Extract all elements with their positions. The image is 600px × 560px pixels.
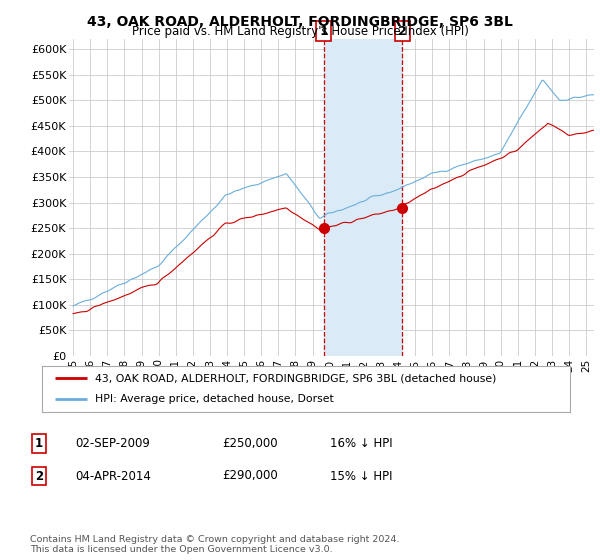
Bar bbox=[324, 39, 403, 356]
Text: 15% ↓ HPI: 15% ↓ HPI bbox=[330, 469, 392, 483]
Text: 1: 1 bbox=[320, 25, 328, 38]
Text: Price paid vs. HM Land Registry's House Price Index (HPI): Price paid vs. HM Land Registry's House … bbox=[131, 25, 469, 38]
Text: 02-SEP-2009: 02-SEP-2009 bbox=[75, 437, 150, 450]
Text: HPI: Average price, detached house, Dorset: HPI: Average price, detached house, Dors… bbox=[95, 394, 334, 404]
Text: 1: 1 bbox=[35, 437, 43, 450]
Text: £290,000: £290,000 bbox=[222, 469, 278, 483]
Text: 16% ↓ HPI: 16% ↓ HPI bbox=[330, 437, 392, 450]
Text: 43, OAK ROAD, ALDERHOLT, FORDINGBRIDGE, SP6 3BL (detached house): 43, OAK ROAD, ALDERHOLT, FORDINGBRIDGE, … bbox=[95, 373, 496, 383]
Text: 2: 2 bbox=[35, 469, 43, 483]
Text: 43, OAK ROAD, ALDERHOLT, FORDINGBRIDGE, SP6 3BL: 43, OAK ROAD, ALDERHOLT, FORDINGBRIDGE, … bbox=[87, 15, 513, 29]
Text: £250,000: £250,000 bbox=[222, 437, 278, 450]
Text: Contains HM Land Registry data © Crown copyright and database right 2024.
This d: Contains HM Land Registry data © Crown c… bbox=[30, 535, 400, 554]
Text: 04-APR-2014: 04-APR-2014 bbox=[75, 469, 151, 483]
Text: 2: 2 bbox=[398, 25, 407, 38]
